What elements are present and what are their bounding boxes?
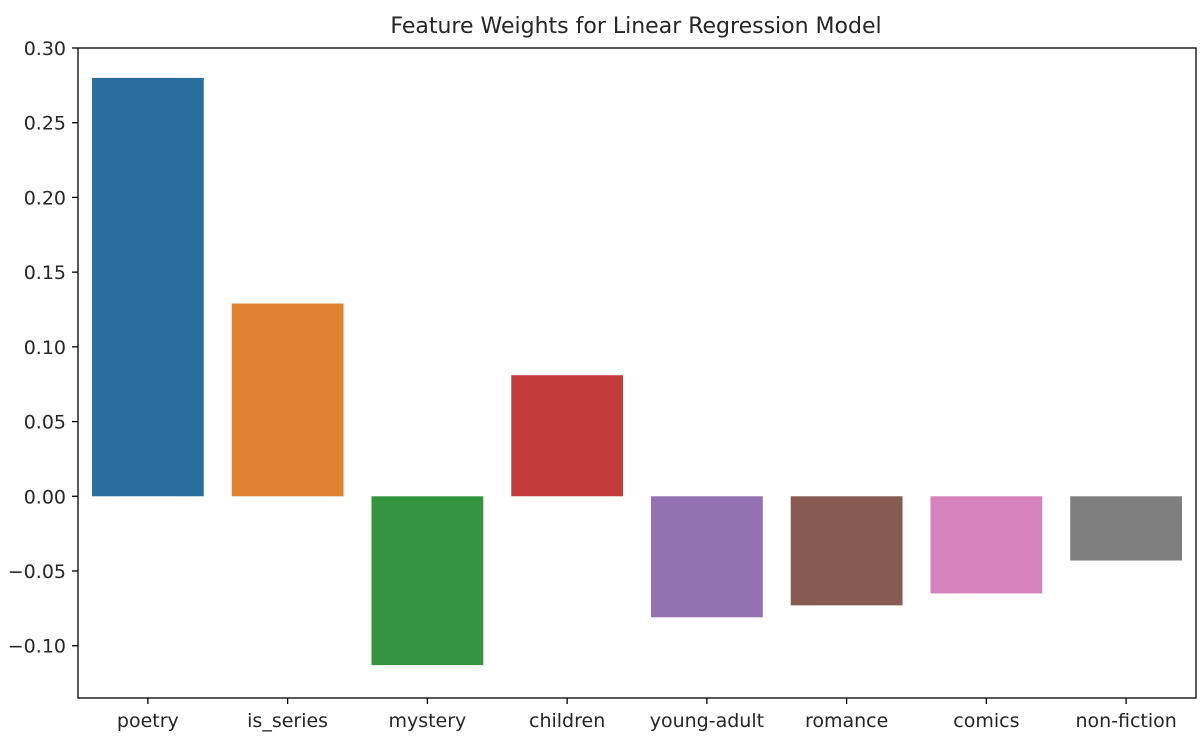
axes-frame	[77, 47, 1197, 699]
x-tick-label-children: children	[529, 710, 605, 732]
y-tick-label: 0.25	[24, 113, 66, 135]
bar-poetry	[91, 77, 204, 497]
bar-young-adult	[650, 496, 763, 618]
plot-area: −0.10 −0.05 0.00 0.05 0.10 0.15 0.20 0.25 0.30 po…	[8, 38, 1197, 732]
bar-comics	[930, 496, 1043, 594]
bar-mystery	[371, 496, 484, 666]
x-tick-label-non-fiction: non-fiction	[1075, 710, 1176, 732]
y-tick-label: −0.05	[8, 561, 66, 583]
x-tick-label-young-adult: young-adult	[650, 710, 764, 732]
bar-is_series	[231, 303, 344, 497]
y-tick-label: 0.30	[24, 38, 66, 60]
y-tick-label: −0.10	[8, 636, 66, 658]
y-tick-label: 0.10	[24, 337, 66, 359]
y-tick-label: 0.20	[24, 187, 66, 209]
x-tick-label-comics: comics	[953, 710, 1019, 732]
bar-children	[511, 375, 624, 497]
bar-romance	[790, 496, 903, 606]
x-tick-label-mystery: mystery	[388, 710, 466, 732]
y-tick-label: 0.00	[24, 486, 66, 508]
chart-title: Feature Weights for Linear Regression Mo…	[390, 14, 881, 39]
x-tick-label-poetry: poetry	[117, 710, 179, 732]
bar-non-fiction	[1070, 496, 1183, 561]
y-tick-label: 0.15	[24, 262, 66, 284]
x-tick-label-romance: romance	[805, 710, 888, 732]
x-tick-label-is_series: is_series	[247, 710, 328, 732]
y-tick-label: 0.05	[24, 412, 66, 434]
